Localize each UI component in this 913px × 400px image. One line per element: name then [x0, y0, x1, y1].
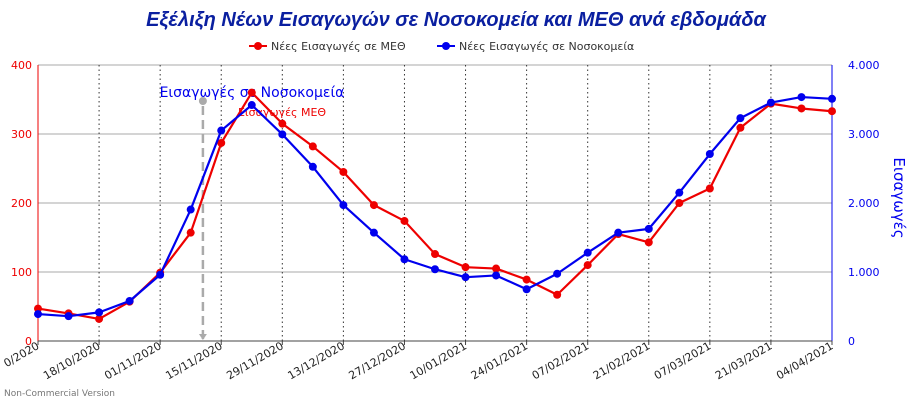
icu-data-point	[553, 290, 562, 299]
hospital-data-point	[583, 248, 592, 257]
x-tick-label: 24/01/2021	[469, 339, 530, 382]
hospital-data-point	[675, 188, 684, 197]
legend-hospital-label: Νέες Εισαγωγές σε Νοσοκομεία	[459, 40, 634, 53]
annotation-icu: Εισαγωγές ΜΕΘ	[238, 106, 326, 119]
icu-data-point	[278, 119, 287, 128]
icu-data-point	[400, 216, 409, 225]
x-tick-label: 13/12/2020	[285, 339, 346, 382]
hospital-data-point	[64, 312, 73, 321]
y-right-tick-label: 0	[848, 335, 855, 348]
hospital-data-point	[644, 224, 653, 233]
x-tick-label: 29/11/2020	[224, 339, 285, 382]
icu-data-point	[492, 264, 501, 273]
hospital-data-point	[828, 94, 836, 103]
plot-area: 0 0 100 1.000 200 2.000 300 3.000 400 4.000 0/2020…	[1, 59, 879, 382]
icu-data-point	[705, 184, 714, 193]
y-left-tick-label: 100	[11, 266, 32, 279]
x-tick-label: 04/04/2021	[774, 339, 835, 382]
hospital-data-point	[766, 98, 775, 107]
icu-data-point	[247, 88, 256, 97]
y-right-tick-label: 3.000	[848, 128, 880, 141]
hospital-data-point	[400, 255, 409, 264]
icu-data-point	[644, 238, 653, 247]
hospital-data-point	[553, 269, 562, 278]
icu-data-point	[369, 201, 378, 210]
legend: Νέες Εισαγωγές σε ΜΕΘ Νέες Εισαγωγές σε …	[249, 40, 634, 53]
y-right-axis-label: Εισαγωγές	[890, 157, 908, 238]
y-right-tick-label: 2.000	[848, 197, 880, 210]
hospital-data-point	[797, 93, 806, 102]
hospital-data-point	[736, 114, 745, 123]
icu-data-point	[34, 304, 42, 313]
hospital-data-point	[369, 228, 378, 237]
x-tick-label: 15/11/2020	[163, 339, 224, 382]
chart-title: Εξέλιξη Νέων Εισαγωγών σε Νοσοκομεία και…	[146, 9, 767, 31]
icu-series-line	[37, 91, 833, 321]
x-tick-label: 01/11/2020	[102, 339, 163, 382]
hospital-data-point	[339, 201, 348, 210]
y-right-tick-label: 1.000	[848, 266, 880, 279]
hospital-data-point	[247, 101, 256, 110]
y-left-tick-label: 0	[25, 335, 32, 348]
x-tick-label: 0/2020	[1, 339, 41, 370]
hospital-data-point	[217, 126, 226, 135]
hospital-data-point	[522, 285, 531, 294]
icu-data-point	[95, 314, 104, 323]
hospital-data-point	[186, 205, 195, 214]
annotation-marker-arrow	[198, 334, 207, 340]
hospital-data-point	[614, 228, 623, 237]
icu-data-point	[308, 142, 317, 151]
icu-data-point	[217, 138, 226, 147]
hospital-series-line	[37, 95, 833, 318]
x-tick-label: 07/03/2021	[652, 339, 713, 382]
x-tick-label: 10/01/2021	[408, 339, 469, 382]
y-left-tick-label: 200	[11, 197, 32, 210]
hospital-data-point	[125, 296, 134, 305]
legend-hospital-swatch-marker	[442, 42, 450, 50]
hospital-data-point	[34, 310, 42, 319]
icu-data-point	[186, 228, 195, 237]
x-tick-label: 21/02/2021	[591, 339, 652, 382]
icu-data-point	[431, 250, 439, 259]
watermark: Non-Commercial Version	[4, 389, 115, 399]
icu-data-point	[583, 261, 592, 270]
hospital-data-point	[461, 273, 470, 282]
icu-data-point	[339, 167, 348, 176]
icu-data-point	[736, 123, 745, 132]
icu-data-point	[797, 104, 806, 113]
icu-data-point	[522, 275, 531, 284]
icu-data-point	[675, 199, 684, 207]
legend-icu-swatch-marker	[254, 42, 262, 50]
hospital-data-point	[492, 271, 501, 280]
hospital-data-point	[308, 162, 317, 171]
y-right-tick-label: 4.000	[848, 59, 880, 72]
y-left-tick-label: 400	[11, 59, 32, 72]
x-tick-label: 27/12/2020	[347, 339, 408, 382]
legend-item-hospital[interactable]: Νέες Εισαγωγές σε Νοσοκομεία	[437, 40, 634, 53]
hospital-data-point	[431, 265, 439, 274]
icu-data-point	[828, 107, 836, 116]
legend-item-icu[interactable]: Νέες Εισαγωγές σε ΜΕΘ	[249, 40, 406, 53]
x-tick-label: 07/02/2021	[530, 339, 591, 382]
annotation-marker-dot	[198, 97, 207, 105]
x-tick-label: 21/03/2021	[713, 339, 774, 382]
hospital-data-point	[705, 150, 714, 159]
icu-data-point	[461, 263, 470, 272]
legend-icu-label: Νέες Εισαγωγές σε ΜΕΘ	[271, 40, 406, 53]
hospital-data-point	[278, 130, 287, 139]
hospital-data-point	[156, 270, 165, 279]
x-tick-label: 18/10/2020	[41, 339, 102, 382]
hospital-data-point	[95, 308, 104, 317]
y-left-tick-label: 300	[11, 128, 32, 141]
